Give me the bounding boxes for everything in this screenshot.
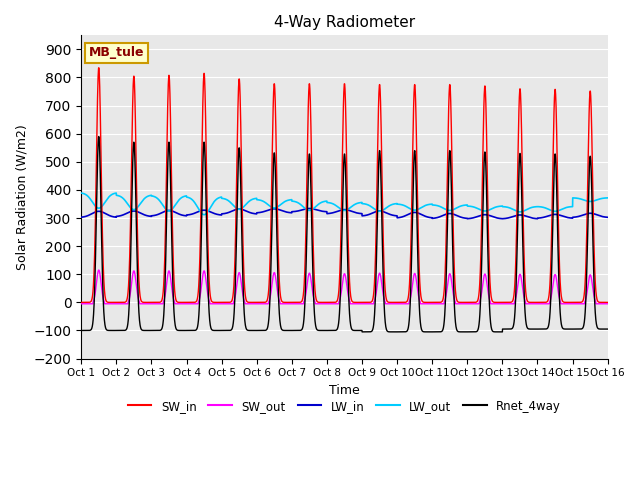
Y-axis label: Solar Radiation (W/m2): Solar Radiation (W/m2): [15, 124, 28, 270]
Title: 4-Way Radiometer: 4-Way Radiometer: [274, 15, 415, 30]
Text: MB_tule: MB_tule: [89, 47, 145, 60]
Legend: SW_in, SW_out, LW_in, LW_out, Rnet_4way: SW_in, SW_out, LW_in, LW_out, Rnet_4way: [123, 395, 566, 417]
X-axis label: Time: Time: [329, 384, 360, 397]
